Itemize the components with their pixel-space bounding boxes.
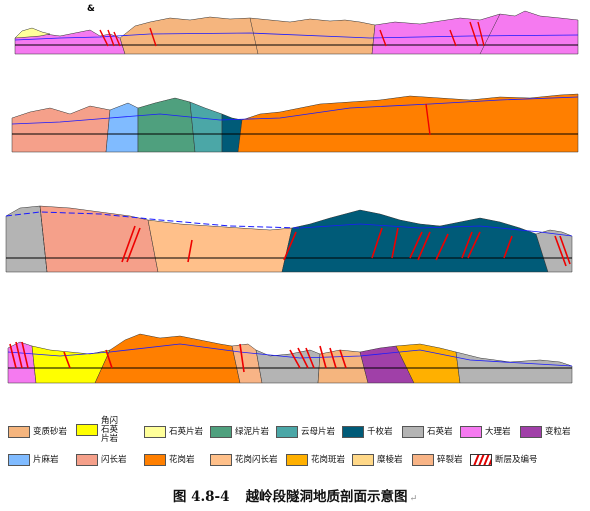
legend-item-chlorite-schist: 绿泥片岩 [210,424,269,440]
profile-3-diorite [39,205,159,273]
caption-title: 越岭段隧洞地质剖面示意图 [245,489,408,505]
legend-item-quartzite: 石英岩 [402,424,453,440]
legend-label: 闪长岩 [101,454,127,465]
legend-item-granodiorite: 花岗闪长岩 [210,452,278,468]
geological-profiles [5,10,579,384]
legend-label: 石英岩 [427,426,453,437]
legend-item-fault: 断层及编号 [470,452,538,468]
legend-swatch [402,426,424,438]
legend-item-granite: 花岗岩 [144,452,195,468]
fault-symbol-icon [470,454,492,466]
legend-item-granite-porphyry: 花岗斑岩 [286,452,345,468]
legend-swatch [8,426,30,438]
profile-4 [7,333,573,384]
profile-4-marble [7,341,37,384]
caption-number: 图 4.8-4 [172,489,230,505]
legend-item-quartz-schist: 石英片岩 [144,424,203,440]
profile-3 [5,205,573,273]
legend-label: 断层及编号 [495,454,538,465]
legend-label: 花岗闪长岩 [235,454,278,465]
legend-item-mylonite: 糜棱岩 [352,452,403,468]
legend-swatch [76,454,98,466]
legend-label: 云母片岩 [301,426,336,437]
profile-1-faults [99,21,485,47]
legend-label: 角闪石英片岩 [101,415,119,444]
profile-2-gneiss [105,102,139,153]
top-marker: & [87,4,95,14]
legend-swatch [412,454,434,466]
profile-4-water-table [7,343,573,367]
profile-3-water-table [5,211,301,229]
legend-swatch [286,454,308,466]
profile-1-marble-right [371,10,579,55]
profile-2 [11,93,579,153]
profile-3-water-table-2 [299,223,573,237]
profile-3-phyllite [281,209,549,273]
profile-2-fault [425,103,431,136]
legend-label: 花岗岩 [169,454,195,465]
profile-2-diorite [11,105,111,153]
profile-3-granodiorite [147,219,293,273]
profile-1-quartz-schist-cap [14,27,51,39]
legend-label: 千枚岩 [367,426,393,437]
legend-item-metagranite: 变粒岩 [520,424,571,440]
profile-2-mica-schist [189,101,223,153]
legend-label: 碎裂岩 [437,454,463,465]
legend-swatch [8,454,30,466]
legend-swatch [276,426,298,438]
profile-2-granite [237,93,579,153]
profile-1-water-table [14,32,579,41]
profile-2-water-table [11,96,579,125]
legend-swatch [144,426,166,438]
legend-swatch [460,426,482,438]
legend-item-gneiss: 片麻岩 [8,452,59,468]
legend-swatch [352,454,374,466]
legend-label: 大理岩 [485,426,511,437]
legend-item-cataclasite: 碎裂岩 [412,452,463,468]
legend-label: 片麻岩 [33,454,59,465]
return-mark: ↵ [409,494,418,504]
legend-item-mica-schist: 云母片岩 [276,424,335,440]
legend-swatch [342,426,364,438]
legend-label: 绿泥片岩 [235,426,270,437]
legend-label: 花岗斑岩 [311,454,346,465]
legend-swatch [520,426,542,438]
profile-3-quartzite-left [5,205,48,273]
legend-label: 糜棱岩 [377,454,403,465]
figure-caption: 图 4.8-4 越岭段隧洞地质剖面示意图 ↵ [0,485,590,505]
legend-item-amphibole-schist: 角闪石英片岩 [76,416,125,443]
legend: 变质砂岩 角闪石英片岩 石英片岩 绿泥片岩 云母片岩 千枚岩 石英岩 大理岩 变… [8,416,586,472]
profile-4-faults [9,341,347,373]
legend-swatch [210,426,232,438]
profile-4-granite [94,333,241,384]
profile-3-faults [121,225,571,267]
legend-item-phyllite: 千枚岩 [342,424,393,440]
legend-item-diorite: 闪长岩 [76,452,127,468]
legend-swatch [144,454,166,466]
profile-1-sandstone-middle [119,16,376,55]
legend-item-marble: 大理岩 [460,424,511,440]
legend-swatch [76,424,98,436]
legend-label: 石英片岩 [169,426,204,437]
profile-2-chlorite-schist [137,97,196,153]
legend-swatch [210,454,232,466]
legend-item-phyllitic-sandstone: 变质砂岩 [8,424,67,440]
profile-1 [14,10,579,55]
legend-label: 变粒岩 [545,426,571,437]
legend-label: 变质砂岩 [33,426,68,437]
